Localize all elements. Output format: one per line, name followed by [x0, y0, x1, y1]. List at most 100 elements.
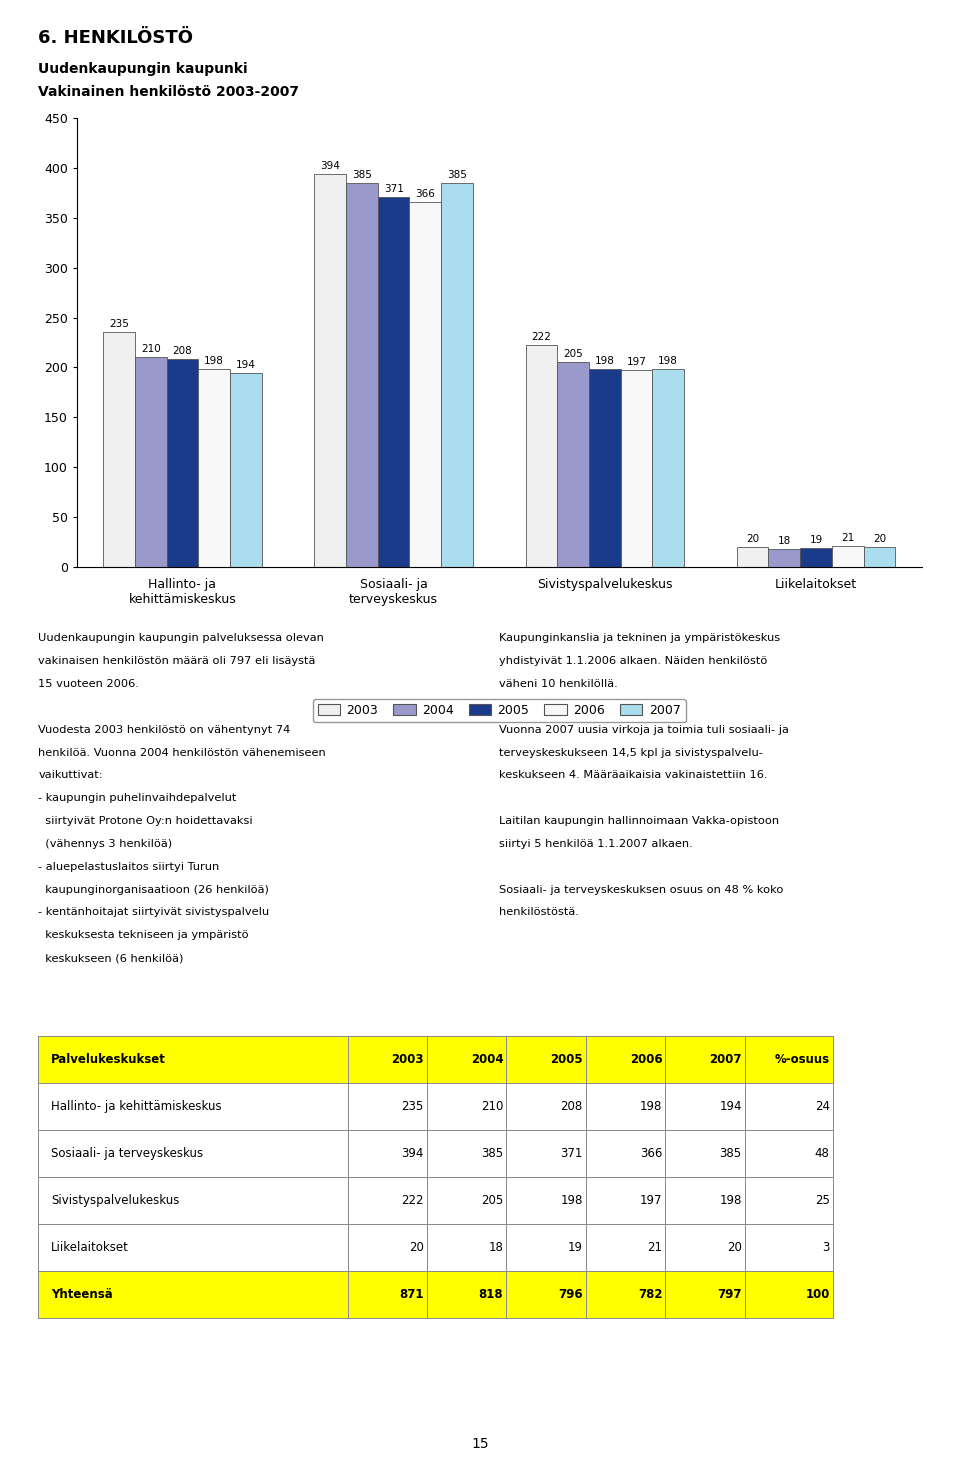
Text: Laitilan kaupungin hallinnoimaan Vakka-opistoon: Laitilan kaupungin hallinnoimaan Vakka-o…	[499, 816, 780, 826]
Text: 371: 371	[384, 184, 403, 194]
Bar	[831, 546, 863, 567]
Text: 385: 385	[352, 169, 372, 180]
Text: vakinaisen henkilöstön määrä oli 797 eli lisäystä: vakinaisen henkilöstön määrä oli 797 eli…	[38, 657, 316, 666]
Text: Palvelukeskukset: Palvelukeskukset	[51, 1053, 166, 1065]
Text: 19: 19	[809, 535, 823, 545]
Text: keskukseen 4. Määräaikaisia vakinaistettiin 16.: keskukseen 4. Määräaikaisia vakinaistett…	[499, 770, 768, 781]
Text: Vuonna 2007 uusia virkoja ja toimia tuli sosiaali- ja: Vuonna 2007 uusia virkoja ja toimia tuli…	[499, 725, 789, 735]
Bar	[314, 174, 346, 567]
Bar	[525, 346, 557, 567]
Text: terveyskeskukseen 14,5 kpl ja sivistyspalvelu-: terveyskeskukseen 14,5 kpl ja sivistyspa…	[499, 748, 763, 757]
Text: 197: 197	[639, 1195, 662, 1206]
Text: 194: 194	[236, 361, 255, 370]
Bar	[166, 359, 198, 567]
Text: 208: 208	[561, 1100, 583, 1112]
Text: vaikuttivat:: vaikuttivat:	[38, 770, 103, 781]
Text: 15 vuoteen 2006.: 15 vuoteen 2006.	[38, 679, 139, 689]
Text: 210: 210	[481, 1100, 503, 1112]
Text: 18: 18	[778, 536, 791, 546]
Text: 2007: 2007	[709, 1053, 742, 1065]
Text: 194: 194	[719, 1100, 742, 1112]
Text: 2003: 2003	[392, 1053, 423, 1065]
Text: 796: 796	[558, 1289, 583, 1301]
Text: 19: 19	[567, 1242, 583, 1254]
Text: 366: 366	[640, 1147, 662, 1159]
Text: 20: 20	[727, 1242, 742, 1254]
Text: 198: 198	[640, 1100, 662, 1112]
Bar	[229, 374, 261, 567]
Text: 21: 21	[647, 1242, 662, 1254]
Text: Uudenkaupungin kaupunki: Uudenkaupungin kaupunki	[38, 62, 248, 77]
Text: siirtyivät Protone Oy:n hoidettavaksi: siirtyivät Protone Oy:n hoidettavaksi	[38, 816, 253, 826]
Bar	[409, 202, 441, 567]
Text: 18: 18	[489, 1242, 503, 1254]
Text: 394: 394	[401, 1147, 423, 1159]
Text: 20: 20	[873, 535, 886, 544]
Text: 197: 197	[627, 358, 646, 367]
Text: 198: 198	[659, 356, 678, 367]
Text: 3: 3	[823, 1242, 829, 1254]
Text: 20: 20	[409, 1242, 423, 1254]
Text: Sosiaali- ja terveyskeskus: Sosiaali- ja terveyskeskus	[51, 1147, 203, 1159]
Text: 20: 20	[746, 535, 759, 544]
Bar	[620, 370, 652, 567]
Text: 222: 222	[532, 333, 551, 343]
Text: 198: 198	[595, 356, 614, 367]
Text: 2005: 2005	[550, 1053, 583, 1065]
Text: 782: 782	[637, 1289, 662, 1301]
Text: 222: 222	[401, 1195, 423, 1206]
Text: Hallinto- ja kehittämiskeskus: Hallinto- ja kehittämiskeskus	[51, 1100, 222, 1112]
Text: Yhteensä: Yhteensä	[51, 1289, 112, 1301]
Text: 371: 371	[561, 1147, 583, 1159]
Bar	[103, 333, 134, 567]
Text: keskuksesta tekniseen ja ympäristö: keskuksesta tekniseen ja ympäristö	[38, 931, 249, 940]
Text: - kentänhoitajat siirtyivät sivistyspalvelu: - kentänhoitajat siirtyivät sivistyspalv…	[38, 907, 270, 918]
Text: 205: 205	[481, 1195, 503, 1206]
Text: 205: 205	[564, 349, 583, 359]
Text: 15: 15	[471, 1436, 489, 1451]
Legend: 2003, 2004, 2005, 2006, 2007: 2003, 2004, 2005, 2006, 2007	[313, 700, 685, 722]
Text: 394: 394	[321, 161, 340, 171]
Text: Vuodesta 2003 henkilöstö on vähentynyt 74: Vuodesta 2003 henkilöstö on vähentynyt 7…	[38, 725, 291, 735]
Text: 235: 235	[109, 320, 129, 330]
Text: siirtyi 5 henkilöä 1.1.2007 alkaen.: siirtyi 5 henkilöä 1.1.2007 alkaen.	[499, 840, 693, 848]
Text: kaupunginorganisaatioon (26 henkilöä): kaupunginorganisaatioon (26 henkilöä)	[38, 884, 269, 894]
Text: 235: 235	[401, 1100, 423, 1112]
Text: 21: 21	[841, 533, 854, 544]
Text: 48: 48	[815, 1147, 829, 1159]
Text: Liikelaitokset: Liikelaitokset	[51, 1242, 129, 1254]
Text: 6. HENKILÖSTÖ: 6. HENKILÖSTÖ	[38, 29, 193, 47]
Text: Sivistyspalvelukeskus: Sivistyspalvelukeskus	[51, 1195, 180, 1206]
Bar	[198, 370, 229, 567]
Bar	[589, 370, 621, 567]
Text: henkilöä. Vuonna 2004 henkilöstön vähenemiseen: henkilöä. Vuonna 2004 henkilöstön vähene…	[38, 748, 326, 757]
Text: 385: 385	[720, 1147, 742, 1159]
Text: Uudenkaupungin kaupungin palveluksessa olevan: Uudenkaupungin kaupungin palveluksessa o…	[38, 633, 324, 644]
Text: 210: 210	[141, 345, 160, 355]
Text: Sosiaali- ja terveyskeskuksen osuus on 48 % koko: Sosiaali- ja terveyskeskuksen osuus on 4…	[499, 884, 783, 894]
Text: 198: 198	[561, 1195, 583, 1206]
Text: 25: 25	[815, 1195, 829, 1206]
Bar	[652, 370, 684, 567]
Bar	[800, 548, 831, 567]
Text: keskukseen (6 henkilöä): keskukseen (6 henkilöä)	[38, 953, 183, 963]
Bar	[134, 358, 167, 567]
Text: 2006: 2006	[630, 1053, 662, 1065]
Text: 797: 797	[717, 1289, 742, 1301]
Text: väheni 10 henkilöllä.: väheni 10 henkilöllä.	[499, 679, 618, 689]
Text: 198: 198	[719, 1195, 742, 1206]
Bar	[768, 549, 800, 567]
Bar	[737, 546, 768, 567]
Text: (vähennys 3 henkilöä): (vähennys 3 henkilöä)	[38, 840, 173, 848]
Text: 208: 208	[173, 346, 192, 356]
Text: 2004: 2004	[470, 1053, 503, 1065]
Bar	[863, 546, 895, 567]
Text: 366: 366	[416, 189, 435, 199]
Text: 385: 385	[481, 1147, 503, 1159]
Bar	[442, 183, 472, 567]
Text: yhdistyivät 1.1.2006 alkaen. Näiden henkilöstö: yhdistyivät 1.1.2006 alkaen. Näiden henk…	[499, 657, 768, 666]
Text: 871: 871	[399, 1289, 423, 1301]
Text: - aluepelastuslaitos siirtyi Turun: - aluepelastuslaitos siirtyi Turun	[38, 862, 220, 872]
Text: Vakinainen henkilöstö 2003-2007: Vakinainen henkilöstö 2003-2007	[38, 85, 300, 100]
Text: 385: 385	[447, 169, 467, 180]
